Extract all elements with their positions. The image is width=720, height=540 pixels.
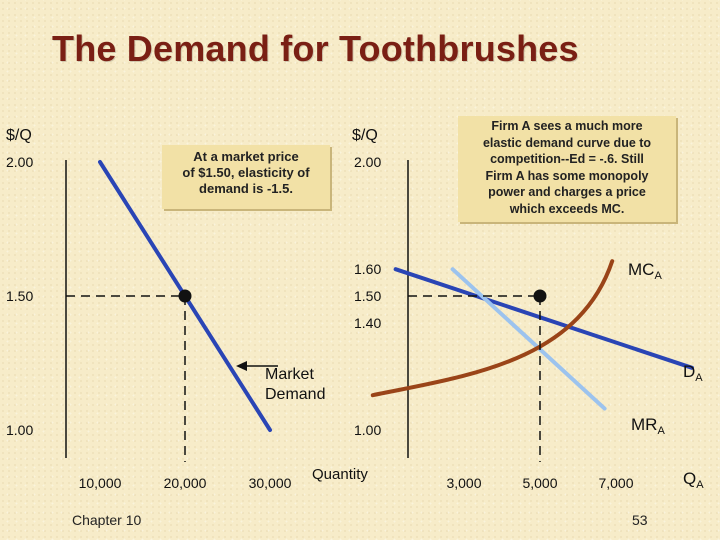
mr-curve-label: MRA [631, 415, 665, 437]
note-line: of $1.50, elasticity of [182, 165, 310, 180]
x-tick-label: 20,000 [164, 475, 207, 491]
y-tick-label: 1.00 [6, 422, 33, 438]
x-tick-label: 5,000 [522, 475, 557, 491]
market-elasticity-note: At a market price of $1.50, elasticity o… [162, 145, 330, 209]
equilibrium-point [178, 289, 192, 303]
y-axis-label: $/Q [352, 127, 378, 144]
demand-curve-label: DA [683, 362, 703, 384]
page-number: 53 [632, 512, 648, 528]
note-line: elastic demand curve due to [482, 135, 652, 150]
x-tick-label: 30,000 [249, 475, 292, 491]
slide-title: The Demand for Toothbrushes [52, 28, 579, 69]
y-axis-label: $/Q [6, 127, 32, 144]
x-tick-label: 7,000 [598, 475, 633, 491]
equilibrium-point [533, 289, 547, 303]
market-demand-panel: $/Q 2.00 1.50 1.00 10,000 20,000 30,000 Market D… [6, 127, 325, 491]
y-tick-label: 2.00 [354, 154, 381, 170]
y-tick-label: 2.00 [6, 154, 33, 170]
label-arrowhead [236, 361, 247, 371]
note-line: power and charges a price [488, 185, 646, 199]
note-line: which exceeds MC. [509, 201, 625, 216]
note-line: Firm A has some monopoly [485, 168, 649, 183]
y-tick-label: 1.50 [6, 288, 33, 304]
mr-curve [450, 267, 607, 411]
firm-demand-curve [393, 267, 694, 370]
firm-elasticity-note: Firm A sees a much more elastic demand c… [458, 116, 676, 222]
market-demand-label: Market [265, 366, 314, 383]
y-tick-label: 1.50 [354, 288, 381, 304]
chapter-label: Chapter 10 [72, 512, 142, 528]
x-tick-label: 10,000 [79, 475, 122, 491]
quantity-axis-label: QA [683, 469, 704, 491]
firm-demand-panel: $/Q 2.00 1.60 1.50 1.40 1.00 3,000 5,000 7,000 MC… [312, 127, 704, 491]
x-axis-label: Quantity [312, 466, 368, 483]
mc-curve-label: MCA [628, 260, 662, 282]
note-line: demand is -1.5. [199, 181, 293, 196]
note-line: competition--Ed = -.6. Still [490, 152, 644, 166]
note-line: At a market price [193, 149, 299, 164]
y-tick-label: 1.00 [354, 422, 381, 438]
y-tick-label: 1.40 [354, 315, 381, 331]
mc-curve [370, 259, 615, 398]
note-line: Firm A sees a much more [491, 119, 643, 133]
market-demand-label: Demand [265, 386, 325, 403]
y-tick-label: 1.60 [354, 261, 381, 277]
x-tick-label: 3,000 [446, 475, 481, 491]
